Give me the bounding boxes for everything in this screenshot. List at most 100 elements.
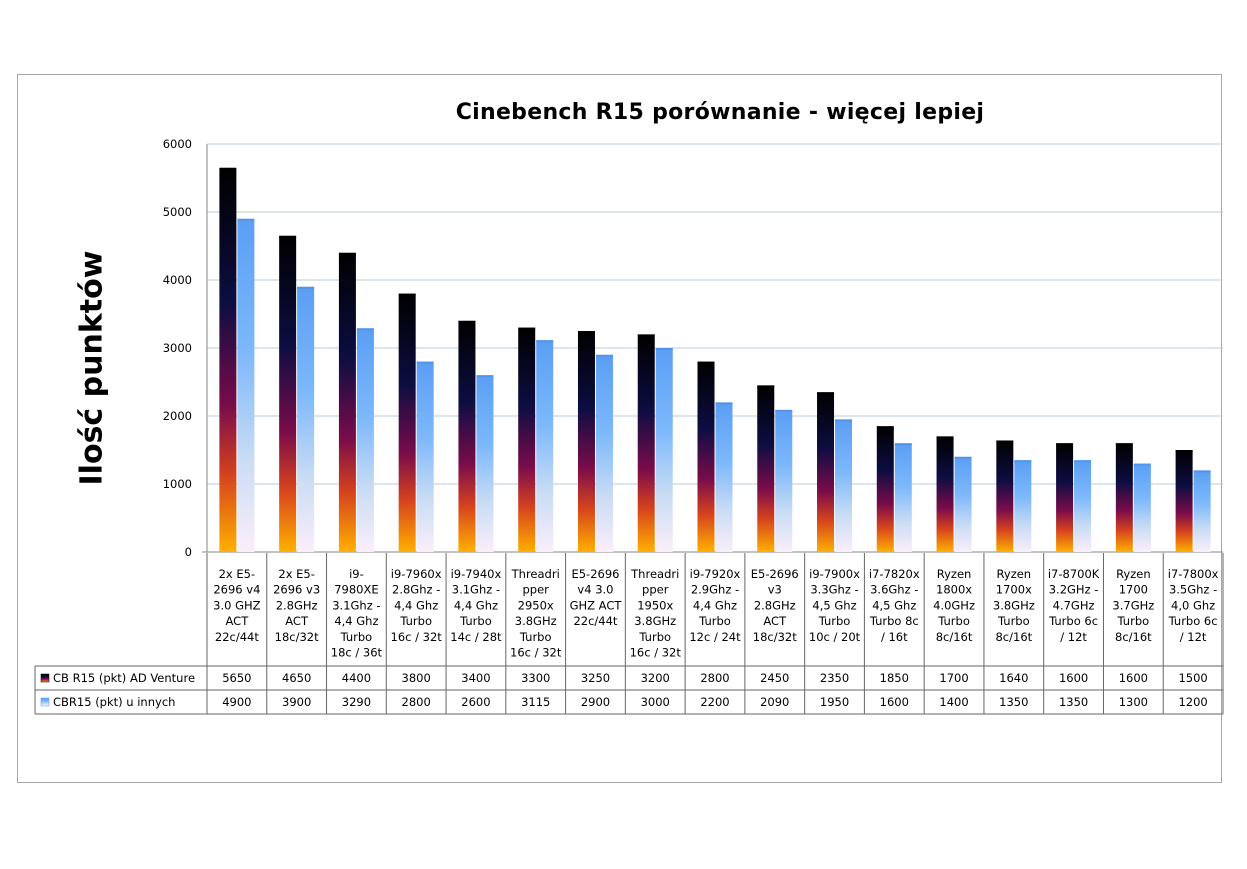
- x-category-label: 2.9Ghz -: [691, 583, 739, 597]
- x-category-label: 3.7GHz: [1112, 598, 1154, 612]
- data-table-value: 1300: [1119, 695, 1148, 709]
- x-category-label: Ryzen: [997, 567, 1032, 581]
- legend-label: CB R15 (pkt) AD Venture: [53, 671, 195, 685]
- bar: [894, 443, 912, 552]
- bar-top-edge: [1175, 450, 1193, 452]
- data-table-value: 2600: [461, 695, 490, 709]
- x-category-label: 8c/16t: [995, 630, 1032, 644]
- data-table-value: 1950: [820, 695, 849, 709]
- x-category-label: 3.6Ghz -: [870, 583, 918, 597]
- x-category-label: 16c / 32t: [630, 646, 682, 660]
- x-category-label: 3.3Ghz -: [810, 583, 858, 597]
- bar: [1193, 470, 1211, 552]
- data-table-value: 2450: [760, 671, 789, 685]
- x-category-label: Turbo: [638, 630, 671, 644]
- bar: [715, 402, 733, 552]
- bar: [1175, 450, 1193, 552]
- x-category-label: pper: [523, 583, 550, 597]
- bar-top-edge: [835, 419, 853, 422]
- bar-top-edge: [458, 320, 476, 323]
- bar-top-edge: [297, 286, 315, 289]
- x-category-label: 18c/32t: [275, 630, 319, 644]
- x-category-label: Turbo 6c: [1168, 614, 1218, 628]
- bar-top-edge: [996, 440, 1014, 443]
- x-category-label: v4 3.0: [577, 583, 613, 597]
- x-category-label: Turbo 8c: [869, 614, 919, 628]
- bar: [338, 252, 356, 553]
- bar: [476, 375, 494, 552]
- bar-top-edge: [398, 293, 416, 296]
- x-category-label: 1950x: [637, 598, 673, 612]
- x-category-label: 18c / 36t: [331, 646, 383, 660]
- x-category-label: 10c / 20t: [809, 630, 861, 644]
- x-category-label: 3.8GHz: [515, 614, 557, 628]
- bar-top-edge: [697, 361, 715, 364]
- bar: [536, 340, 554, 552]
- bar: [237, 218, 255, 553]
- y-tick-label: 2000: [163, 409, 192, 423]
- x-category-label: 2x E5-: [219, 567, 256, 581]
- bar: [817, 392, 835, 552]
- x-category-label: 16c / 32t: [510, 646, 562, 660]
- x-category-label: Turbo 6c: [1048, 614, 1098, 628]
- bar-top-edge: [219, 167, 237, 170]
- x-category-label: i9-7900x: [809, 567, 860, 581]
- legend-label: CBR15 (pkt) u innych: [53, 695, 175, 709]
- x-category-label: Turbo: [937, 614, 970, 628]
- bar: [416, 361, 434, 552]
- bar: [219, 167, 237, 553]
- bar: [954, 456, 972, 552]
- y-tick-label: 0: [185, 545, 192, 559]
- data-table-value: 3250: [581, 671, 610, 685]
- data-table-value: 1350: [999, 695, 1028, 709]
- bar-top-edge: [1056, 443, 1074, 446]
- data-table-value: 1350: [1059, 695, 1088, 709]
- data-table-value: 3000: [641, 695, 670, 709]
- bar-top-edge: [279, 235, 297, 238]
- data-table-value: 4400: [342, 671, 371, 685]
- data-table-value: 2900: [581, 695, 610, 709]
- chart-title: Cinebench R15 porównanie - więcej lepiej: [455, 100, 985, 125]
- x-category-label: Ryzen: [937, 567, 972, 581]
- bar: [876, 426, 894, 552]
- x-category-label: 2950x: [518, 598, 554, 612]
- chart-frame: [17, 74, 1222, 783]
- bar: [1014, 460, 1032, 552]
- data-table-value: 1600: [1119, 671, 1148, 685]
- data-table-value: 1200: [1178, 695, 1207, 709]
- y-tick-label: 4000: [163, 273, 192, 287]
- bar: [595, 354, 613, 552]
- x-category-label: 3.1Ghz -: [332, 598, 380, 612]
- x-category-label: 4,5 Ghz: [812, 598, 856, 612]
- bar-top-edge: [876, 426, 894, 429]
- bar: [297, 286, 315, 552]
- x-category-label: 2.8GHz: [754, 598, 796, 612]
- x-category-label: Ryzen: [1116, 567, 1151, 581]
- data-table-value: 3400: [461, 671, 490, 685]
- bar-top-edge: [595, 354, 613, 357]
- x-category-label: 8c/16t: [936, 630, 973, 644]
- data-table-value: 3300: [521, 671, 550, 685]
- x-category-label: 1700: [1119, 583, 1148, 597]
- bar-top-edge: [1115, 443, 1133, 446]
- data-table-value: 3290: [342, 695, 371, 709]
- bar-top-edge: [894, 443, 912, 446]
- y-tick-label: 3000: [163, 341, 192, 355]
- y-tick-label: 1000: [163, 477, 192, 491]
- data-table-value: 3900: [282, 695, 311, 709]
- legend-swatch: [40, 673, 50, 683]
- data-table-value: 5650: [222, 671, 251, 685]
- bar: [1074, 460, 1092, 552]
- x-category-label: i7-8700K: [1048, 567, 1100, 581]
- data-table-value: 3200: [641, 671, 670, 685]
- data-table-value: 1700: [939, 671, 968, 685]
- bar-top-edge: [775, 409, 793, 412]
- x-category-label: GHZ ACT: [570, 598, 623, 612]
- x-category-label: v3: [768, 583, 782, 597]
- bar: [1056, 443, 1074, 552]
- bar: [775, 409, 793, 552]
- bar-top-edge: [715, 402, 733, 405]
- bar-top-edge: [518, 327, 536, 330]
- x-category-label: pper: [642, 583, 669, 597]
